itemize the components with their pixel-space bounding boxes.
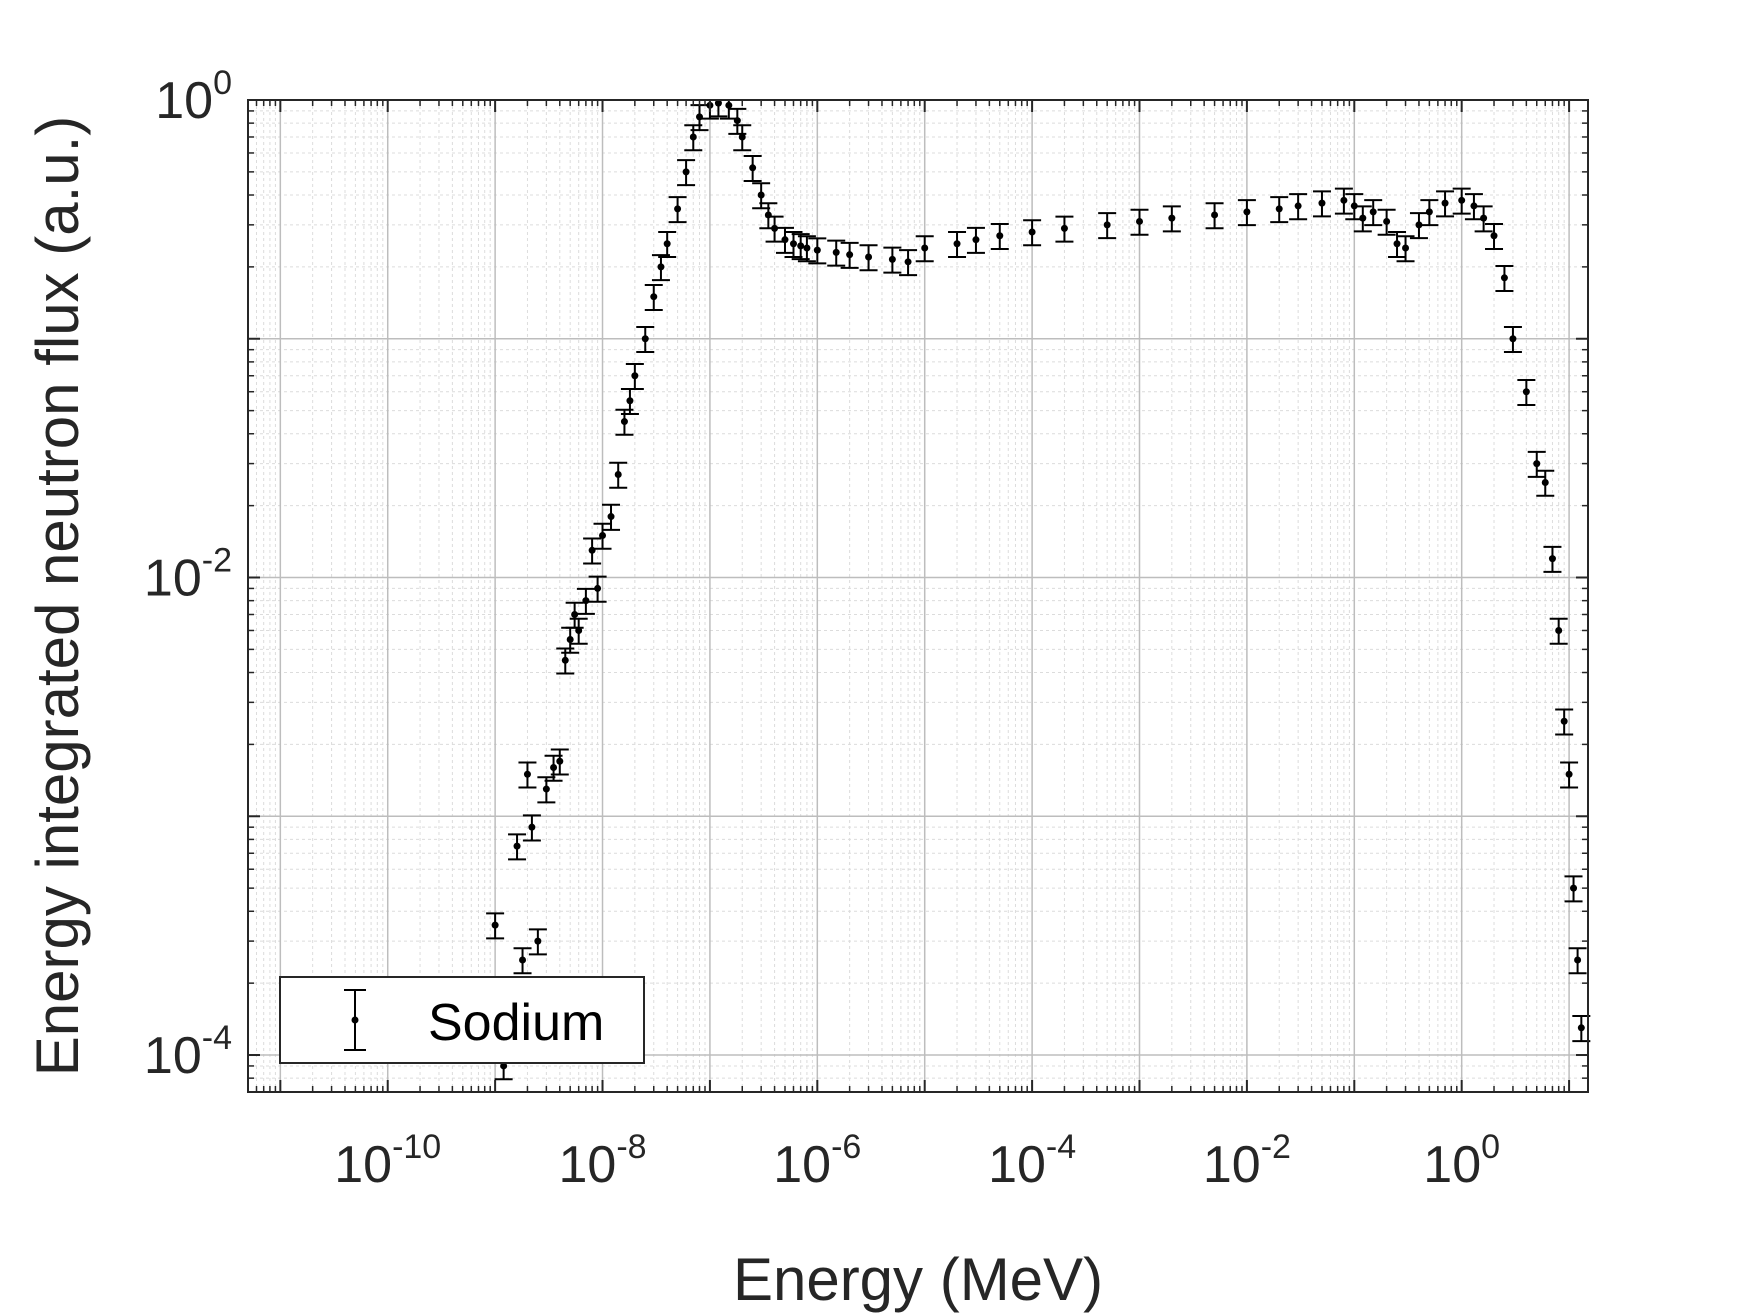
y-tick-label: 10-4 [144, 1019, 232, 1085]
x-tick-label: 10-6 [773, 1128, 861, 1194]
data-point [1560, 761, 1579, 789]
x-tick-label: 10-10 [334, 1128, 441, 1194]
y-tick-label: 10-2 [144, 542, 232, 608]
data-point [1289, 193, 1308, 221]
data-point [1055, 215, 1074, 243]
data-point [1517, 378, 1536, 406]
data-point [1130, 208, 1149, 236]
data-point [1564, 875, 1583, 903]
data-point [1396, 235, 1415, 263]
data-point [840, 241, 859, 269]
data-point [784, 230, 803, 258]
data-point [565, 601, 584, 629]
x-tick-label: 10-8 [558, 1128, 646, 1194]
data-point [1555, 708, 1574, 736]
data-point [966, 226, 985, 254]
data-point [522, 814, 541, 842]
data-point [1237, 199, 1256, 227]
data-point [658, 230, 677, 258]
data-point [1270, 196, 1289, 224]
data-point [1543, 545, 1562, 573]
data-point [644, 283, 663, 311]
data-point [528, 928, 547, 956]
data-point [990, 223, 1009, 251]
data-point [609, 461, 628, 489]
data-point [576, 587, 595, 615]
data-point [733, 124, 752, 152]
data-point [1409, 212, 1428, 240]
data-point [518, 761, 537, 789]
data-point [544, 754, 563, 782]
x-tick-label: 100 [1423, 1128, 1500, 1194]
x-tick-label: 10-2 [1203, 1128, 1291, 1194]
data-point [765, 215, 784, 243]
y-tick-labels: 100 10-2 10-4 [144, 64, 232, 1085]
data-point [1568, 947, 1587, 975]
data-point [915, 235, 934, 263]
legend: Sodium [279, 976, 645, 1064]
data-point [859, 244, 878, 272]
x-tick-labels: 10-10 10-8 10-6 10-4 10-2 100 [334, 1128, 1500, 1194]
data-point [677, 159, 696, 187]
y-tick-label: 100 [155, 64, 232, 130]
data-point [808, 237, 827, 265]
legend-box [279, 976, 645, 1064]
data-point [827, 239, 846, 267]
data-point [625, 362, 644, 390]
data-point [569, 617, 588, 645]
data-point [728, 107, 747, 135]
minor-grid [247, 100, 1588, 1093]
x-tick-label: 10-4 [988, 1128, 1076, 1194]
data-point [1205, 202, 1224, 230]
data-point [636, 326, 655, 354]
data-point [1098, 212, 1117, 240]
data-point [1464, 193, 1483, 221]
data-point [508, 833, 527, 861]
data-point [1334, 187, 1353, 215]
data-point [1436, 190, 1455, 218]
axis-ticks [247, 99, 1588, 1093]
data-point [1377, 208, 1396, 236]
data-point [1023, 219, 1042, 247]
data-point [1474, 205, 1493, 233]
data-point [1312, 190, 1331, 218]
data-point [588, 575, 607, 603]
data-point [537, 776, 556, 804]
legend-marker-sodium [344, 989, 366, 1051]
y-axis-label: Energy integrated neutron flux (a.u.) [24, 116, 91, 1077]
x-axis-label: Energy (MeV) [733, 1246, 1103, 1313]
data-point [513, 947, 532, 975]
data-point [1503, 326, 1522, 354]
data-point [1364, 199, 1383, 227]
data-point [1495, 265, 1514, 293]
data-point [668, 196, 687, 224]
data-point [550, 748, 569, 776]
data-point [899, 249, 918, 277]
series-sodium [486, 99, 1591, 1081]
data-point [752, 182, 771, 210]
data-point [593, 522, 612, 550]
data-point [948, 230, 967, 258]
data-point [743, 155, 762, 183]
data-point [486, 912, 505, 940]
data-point [1536, 469, 1555, 497]
data-point [1485, 223, 1504, 251]
data-point [1549, 617, 1568, 645]
plot-frame [247, 99, 1589, 1093]
plot-background [248, 100, 1588, 1092]
data-point [1420, 199, 1439, 227]
data-point [1527, 450, 1546, 478]
data-point [1353, 205, 1372, 233]
data-point [797, 235, 816, 263]
data-point [883, 246, 902, 274]
legend-label-sodium: Sodium [428, 994, 604, 1052]
data-point [1452, 187, 1471, 215]
data-point [1162, 205, 1181, 233]
data-point [602, 503, 621, 531]
